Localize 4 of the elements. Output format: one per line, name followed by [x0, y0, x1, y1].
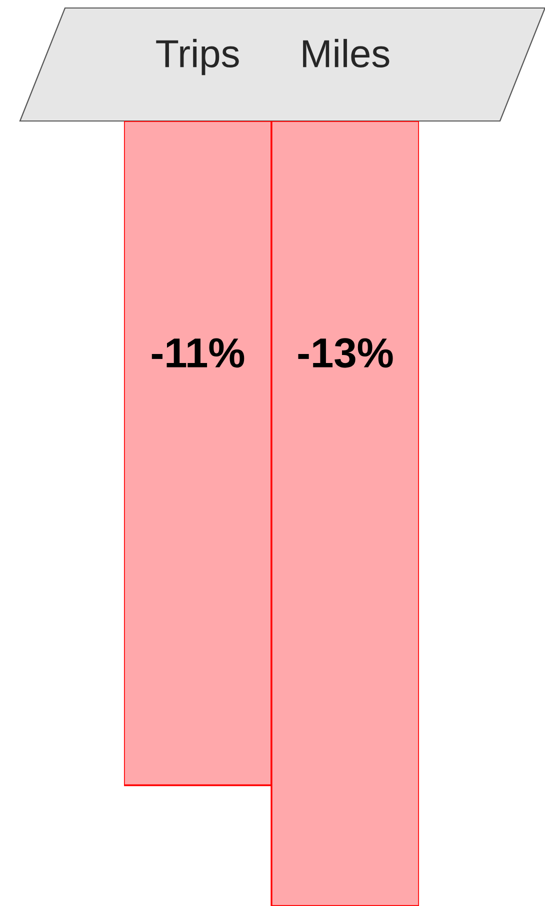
x-tick-label: Miles — [303, 38, 390, 68]
data-label: -11% — [152, 338, 244, 368]
data-label: -13% — [298, 338, 393, 368]
x-tick-label: Trips — [156, 38, 239, 76]
